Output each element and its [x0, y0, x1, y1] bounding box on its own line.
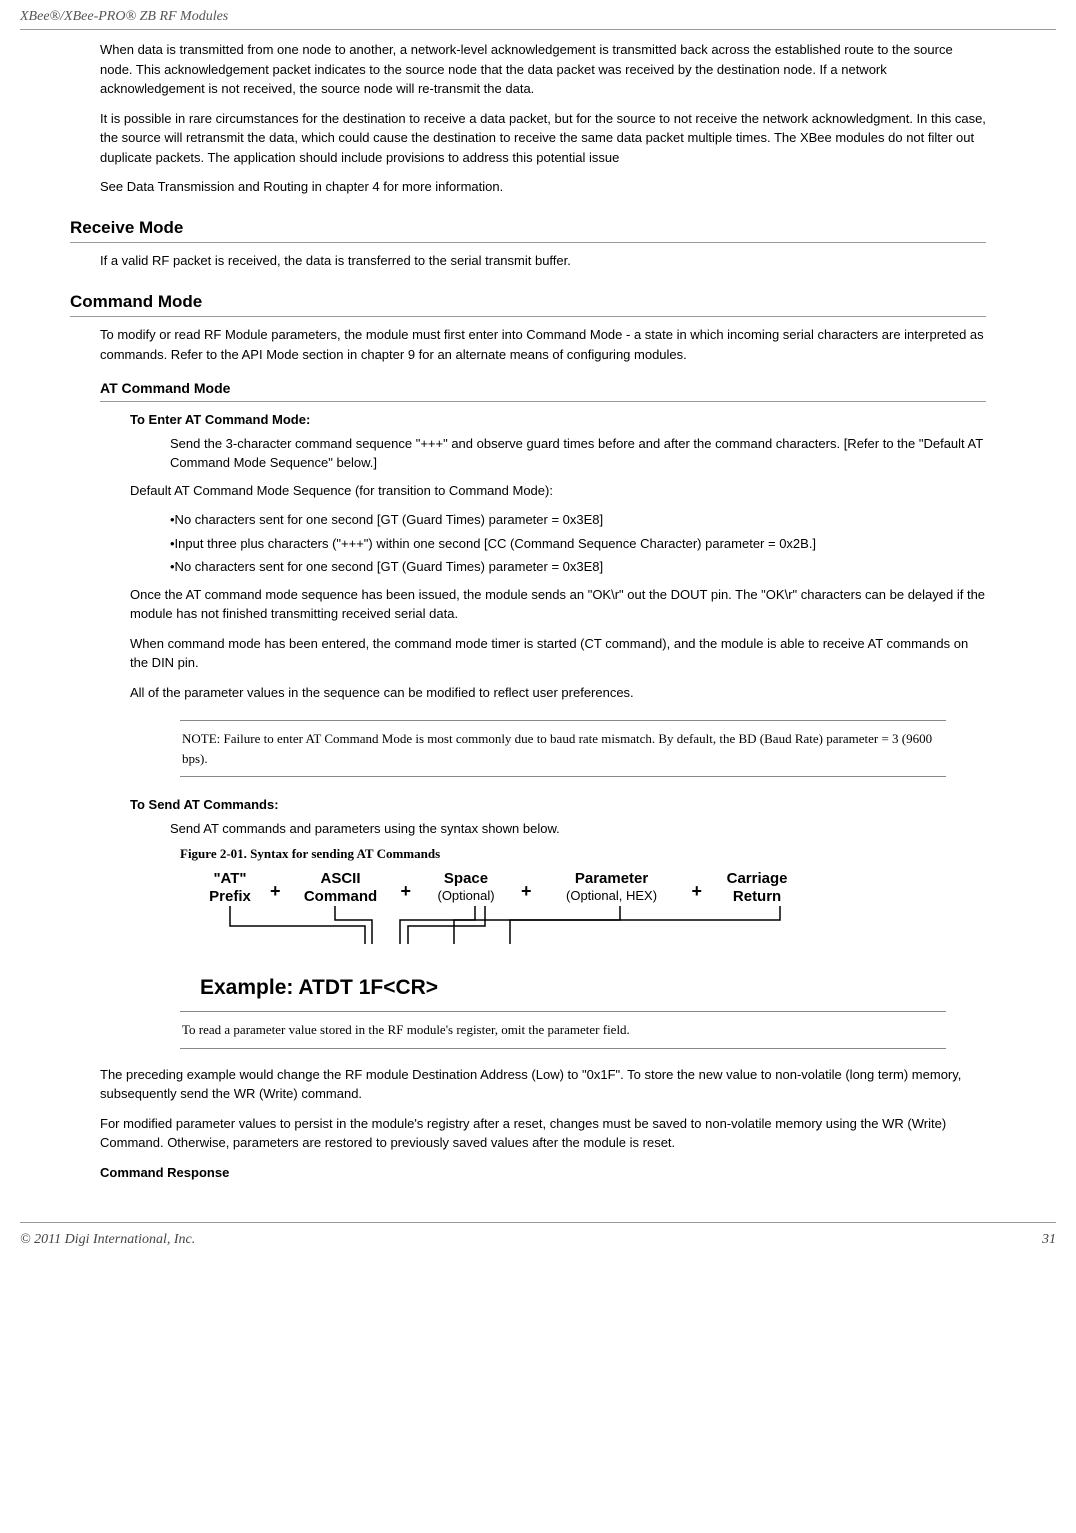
receive-p1: If a valid RF packet is received, the da… [100, 251, 986, 271]
enter-text: Send the 3-character command sequence "+… [130, 434, 986, 473]
plus-icon: + [270, 870, 281, 905]
plus-icon: + [692, 870, 703, 905]
p-modified: For modified parameter values to persist… [100, 1114, 986, 1153]
p-when: When command mode has been entered, the … [130, 634, 986, 673]
intro-p3: See Data Transmission and Routing in cha… [100, 177, 986, 197]
figure-caption: Figure 2-01. Syntax for sending AT Comma… [180, 844, 986, 864]
read-note: To read a parameter value stored in the … [180, 1011, 946, 1049]
plus-icon: + [521, 870, 532, 905]
footer-right: 31 [1042, 1229, 1056, 1250]
sx-at-prefix: "AT" [200, 870, 260, 888]
example-text: Example: ATDT 1F<CR> [200, 972, 986, 1004]
bullet-3: •No characters sent for one second [GT (… [130, 557, 986, 577]
sx-space2: (Optional) [421, 888, 511, 904]
sx-ascii2: Command [291, 888, 391, 906]
doc-header: XBee®/XBee-PRO® ZB RF Modules [20, 0, 1056, 30]
default-seq: Default AT Command Mode Sequence (for tr… [130, 481, 986, 501]
send-title: To Send AT Commands: [130, 795, 986, 815]
send-section: To Send AT Commands: Send AT commands an… [100, 795, 986, 838]
p-once: Once the AT command mode sequence has be… [130, 585, 986, 624]
p-preceding: The preceding example would change the R… [100, 1065, 986, 1104]
bullet-2: •Input three plus characters ("+++") wit… [130, 534, 986, 554]
plus-icon: + [401, 870, 412, 905]
connector-lines-icon [200, 906, 860, 948]
sx-cr: Carriage [712, 870, 802, 888]
sx-param2: (Optional, HEX) [542, 888, 682, 904]
intro-p1: When data is transmitted from one node t… [100, 40, 986, 99]
p-all: All of the parameter values in the seque… [130, 683, 986, 703]
sx-space: Space [421, 870, 511, 888]
footer-left: © 2011 Digi International, Inc. [20, 1229, 195, 1250]
enter-title: To Enter AT Command Mode: [130, 410, 986, 430]
sx-ascii: ASCII [291, 870, 391, 888]
intro-p2: It is possible in rare circumstances for… [100, 109, 986, 168]
footer: © 2011 Digi International, Inc. 31 [20, 1222, 1056, 1270]
note-box: NOTE: Failure to enter AT Command Mode i… [180, 720, 946, 777]
command-p1: To modify or read RF Module parameters, … [100, 325, 986, 364]
bullet-1: •No characters sent for one second [GT (… [130, 510, 986, 530]
sx-param: Parameter [542, 870, 682, 888]
syntax-diagram: "AT" Prefix + ASCII Command + Space (Opt… [200, 870, 986, 1004]
sx-at-prefix2: Prefix [200, 888, 260, 906]
page-content: When data is transmitted from one node t… [20, 40, 1056, 1182]
at-heading: AT Command Mode [100, 378, 986, 402]
command-response-heading: Command Response [100, 1163, 986, 1183]
sx-cr2: Return [712, 888, 802, 906]
command-heading: Command Mode [70, 289, 986, 318]
at-section: To Enter AT Command Mode: Send the 3-cha… [100, 410, 986, 702]
receive-heading: Receive Mode [70, 215, 986, 244]
send-text: Send AT commands and parameters using th… [130, 819, 986, 839]
